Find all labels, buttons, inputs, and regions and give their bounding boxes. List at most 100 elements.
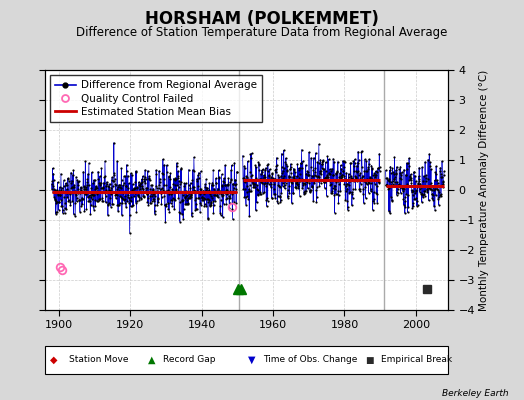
Point: [73, 176, 81, 183]
Point: [314, 174, 322, 180]
Point: [147, 200, 155, 207]
Point: [200, 201, 209, 208]
Point: [111, 180, 119, 187]
Point: [50, 194, 58, 200]
Point: [190, 184, 199, 190]
Point: [386, 179, 395, 185]
Point: [338, 172, 346, 178]
Point: [346, 160, 355, 166]
Point: [393, 189, 401, 195]
Point: [418, 199, 426, 205]
Point: [250, 184, 259, 190]
Point: [265, 173, 273, 180]
Point: [249, 184, 258, 190]
Point: [296, 165, 304, 172]
Point: [304, 169, 313, 176]
Point: [373, 200, 381, 206]
Point: [287, 164, 295, 170]
Point: [437, 174, 445, 180]
Point: [180, 180, 189, 186]
Point: [297, 177, 305, 183]
Point: [313, 178, 322, 185]
Point: [430, 183, 438, 189]
Point: [248, 180, 257, 187]
Point: [225, 200, 234, 206]
Point: [63, 194, 71, 201]
Point: [304, 172, 312, 178]
Point: [198, 195, 206, 201]
Point: [61, 180, 70, 186]
Point: [293, 182, 302, 189]
Point: [185, 189, 193, 196]
Point: [121, 173, 129, 180]
Point: [285, 172, 293, 179]
Point: [72, 190, 80, 196]
Point: [53, 209, 61, 216]
Point: [299, 180, 307, 186]
Point: [376, 168, 384, 174]
Point: [205, 197, 213, 203]
Point: [385, 176, 394, 182]
Point: [319, 157, 327, 163]
Point: [282, 168, 291, 174]
Point: [389, 169, 398, 176]
Legend: Difference from Regional Average, Quality Control Failed, Estimated Station Mean: Difference from Regional Average, Qualit…: [50, 75, 262, 122]
Point: [434, 186, 443, 193]
Point: [183, 192, 191, 199]
Point: [211, 198, 219, 204]
Point: [196, 168, 205, 174]
Point: [158, 193, 166, 200]
Point: [89, 192, 97, 198]
Point: [300, 188, 309, 195]
Point: [265, 180, 273, 187]
Point: [400, 186, 408, 192]
Point: [201, 196, 210, 202]
Point: [247, 154, 255, 161]
Point: [285, 174, 293, 180]
Point: [423, 187, 431, 193]
Point: [438, 182, 446, 188]
Point: [259, 180, 268, 187]
Point: [233, 168, 241, 175]
Point: [239, 178, 248, 184]
Point: [264, 160, 272, 167]
Point: [125, 180, 133, 186]
Point: [431, 169, 440, 176]
Point: [311, 165, 320, 172]
Point: [214, 194, 222, 201]
Point: [149, 196, 157, 203]
Point: [305, 180, 313, 187]
Point: [95, 195, 103, 202]
Point: [81, 186, 89, 192]
Point: [298, 146, 306, 153]
Point: [123, 168, 131, 174]
Point: [231, 177, 239, 184]
Point: [54, 192, 62, 198]
Point: [326, 178, 335, 184]
Point: [336, 170, 344, 176]
Point: [281, 155, 290, 161]
Point: [245, 186, 253, 192]
Point: [346, 160, 355, 166]
Point: [144, 194, 152, 201]
Point: [320, 185, 329, 191]
Point: [375, 150, 384, 157]
Point: [296, 193, 304, 199]
Point: [107, 190, 115, 197]
Point: [211, 192, 220, 198]
Point: [264, 197, 272, 204]
Point: [287, 179, 296, 185]
Point: [120, 173, 128, 180]
Point: [397, 184, 406, 191]
Point: [397, 190, 405, 196]
Point: [250, 180, 258, 187]
Point: [432, 163, 440, 170]
Point: [179, 216, 188, 222]
Point: [289, 165, 298, 172]
Point: [52, 186, 61, 193]
Point: [79, 196, 87, 202]
Point: [225, 204, 234, 211]
Point: [269, 177, 277, 184]
Point: [106, 194, 114, 201]
Point: [136, 180, 145, 187]
